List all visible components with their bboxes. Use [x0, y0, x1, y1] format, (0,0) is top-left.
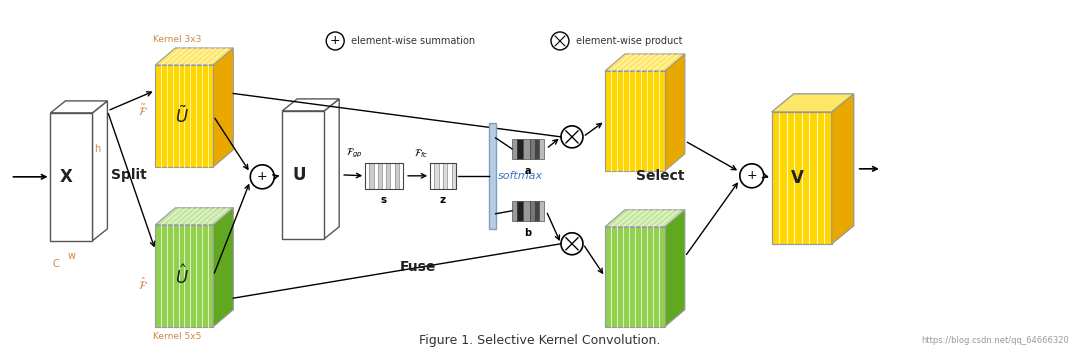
Text: softmax: softmax [498, 171, 542, 181]
Polygon shape [605, 210, 685, 227]
Bar [517, 139, 524, 159]
Text: element-wise product: element-wise product [573, 36, 683, 46]
Polygon shape [832, 94, 853, 244]
Bar [535, 201, 539, 221]
Text: Fuse: Fuse [400, 260, 436, 274]
Text: $\mathbf{s}$: $\mathbf{s}$ [380, 195, 388, 205]
Text: Select: Select [636, 169, 684, 183]
Bar [451, 163, 456, 189]
Bar [443, 163, 447, 189]
Bar [365, 163, 403, 189]
Polygon shape [772, 94, 853, 112]
Polygon shape [324, 99, 339, 239]
Bar [394, 163, 399, 189]
Text: Kernel 3x3: Kernel 3x3 [153, 35, 202, 44]
Polygon shape [665, 210, 685, 327]
Bar [430, 163, 456, 189]
Text: +: + [329, 35, 340, 47]
Text: $\hat{\mathcal{F}}$: $\hat{\mathcal{F}}$ [137, 276, 147, 292]
Bar [369, 163, 374, 189]
Polygon shape [282, 111, 324, 239]
Polygon shape [156, 65, 214, 167]
Bar [517, 201, 524, 221]
Bar [382, 163, 387, 189]
Text: b: b [525, 228, 531, 238]
Bar [772, 112, 780, 244]
Bar [512, 139, 517, 159]
Bar [430, 163, 434, 189]
Text: element-wise summation: element-wise summation [348, 36, 475, 46]
Bar [399, 163, 403, 189]
Text: U: U [293, 166, 306, 184]
Polygon shape [214, 208, 233, 327]
Polygon shape [156, 208, 233, 225]
Text: a: a [525, 166, 531, 176]
Bar [535, 139, 539, 159]
Text: +: + [257, 170, 268, 183]
Bar [530, 201, 535, 221]
Bar [786, 112, 794, 244]
Polygon shape [214, 48, 233, 167]
Bar [434, 163, 438, 189]
Polygon shape [51, 101, 107, 113]
Text: C: C [52, 259, 58, 269]
Text: h: h [94, 144, 100, 154]
Bar [512, 201, 517, 221]
Text: $\mathcal{F}_{gp}$: $\mathcal{F}_{gp}$ [347, 147, 363, 160]
Polygon shape [282, 99, 339, 111]
Bar [447, 163, 451, 189]
Bar [374, 163, 378, 189]
Text: X: X [60, 168, 72, 186]
Polygon shape [605, 227, 665, 327]
Bar [524, 139, 530, 159]
Bar [809, 112, 816, 244]
Polygon shape [93, 101, 107, 241]
Bar [387, 163, 391, 189]
Bar [539, 139, 544, 159]
Bar [438, 163, 443, 189]
Bar [365, 163, 369, 189]
Bar [524, 201, 530, 221]
Text: Split: Split [110, 168, 146, 182]
Polygon shape [665, 54, 685, 171]
Bar [801, 112, 809, 244]
Text: V: V [791, 169, 804, 187]
Bar [378, 163, 382, 189]
Text: $\tilde{\mathcal{F}}$: $\tilde{\mathcal{F}}$ [137, 103, 147, 118]
Polygon shape [605, 54, 685, 71]
Polygon shape [605, 71, 665, 171]
Polygon shape [156, 48, 233, 65]
Bar [391, 163, 394, 189]
Text: $\tilde{U}$: $\tilde{U}$ [175, 105, 188, 127]
Bar [794, 112, 801, 244]
Polygon shape [772, 94, 853, 112]
Polygon shape [51, 113, 93, 241]
Polygon shape [772, 112, 832, 244]
Text: https://blog.csdn.net/qq_64666320: https://blog.csdn.net/qq_64666320 [921, 336, 1069, 345]
Text: $\mathbf{z}$: $\mathbf{z}$ [440, 195, 447, 205]
Text: +: + [746, 169, 757, 182]
Text: Figure 1. Selective Kernel Convolution.: Figure 1. Selective Kernel Convolution. [419, 334, 661, 347]
Polygon shape [832, 94, 853, 244]
Polygon shape [156, 225, 214, 327]
Text: w: w [67, 251, 76, 261]
Bar [824, 112, 832, 244]
Text: $\mathcal{F}_{fc}$: $\mathcal{F}_{fc}$ [414, 147, 428, 160]
Bar [816, 112, 824, 244]
Bar [530, 139, 535, 159]
Bar [780, 112, 786, 244]
Bar [539, 201, 544, 221]
Bar [488, 123, 496, 229]
Text: $\hat{U}$: $\hat{U}$ [175, 264, 188, 288]
Text: Kernel 5x5: Kernel 5x5 [153, 332, 202, 341]
